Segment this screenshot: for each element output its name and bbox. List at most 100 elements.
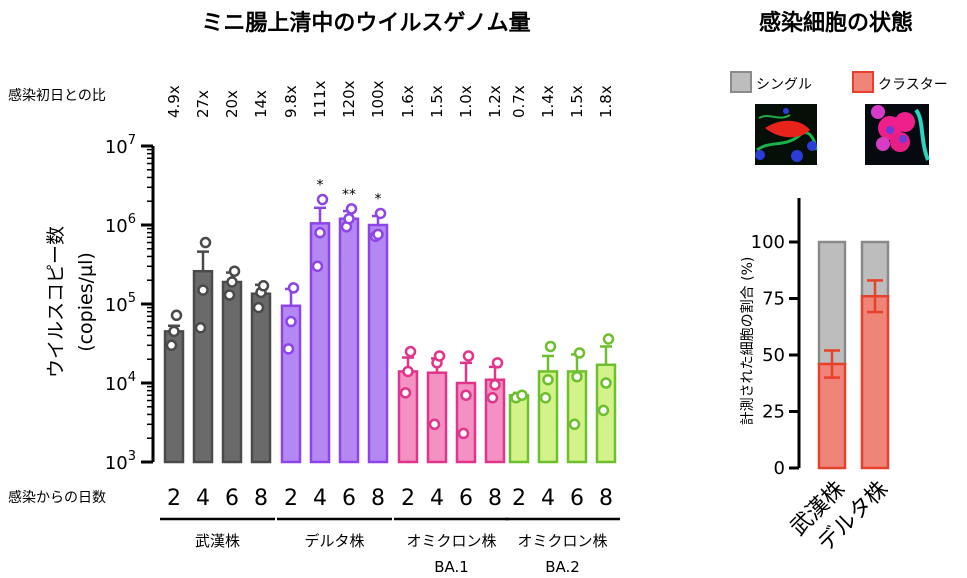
data-point (433, 350, 446, 362)
data-point (257, 280, 270, 292)
day-tick-label: 2 (284, 486, 298, 511)
bar (221, 280, 243, 464)
data-point (486, 392, 499, 404)
data-point (311, 260, 324, 273)
data-point (314, 226, 326, 239)
fold-change-label: 1.6x (399, 85, 417, 118)
fold-change-label: 1.4x (539, 85, 557, 118)
data-point (372, 228, 384, 241)
left-y-tick-label: 106 (105, 212, 136, 237)
micrograph-single (755, 104, 818, 165)
right-y-axis-title: 計測された細胞の割合 (%) (739, 257, 756, 426)
right-chart-title: 感染細胞の状態 (759, 10, 913, 36)
fold-change-label: 27x (194, 90, 212, 118)
days-label: 感染からの日数 (8, 489, 106, 506)
legend-cluster-swatch (852, 71, 874, 93)
fold-change-label: 1.5x (428, 85, 446, 118)
strain-sublabel: BA.2 (545, 558, 580, 576)
data-point (345, 203, 358, 215)
data-point (542, 373, 554, 386)
bar-single (817, 240, 847, 366)
fold-change-label: 14x (252, 90, 270, 118)
bar (397, 370, 419, 464)
legend-cluster-label: クラスター (878, 77, 948, 93)
left-y-tick-label: 103 (105, 449, 136, 474)
data-point (539, 392, 552, 404)
day-tick-label: 2 (167, 486, 181, 511)
data-point (374, 207, 387, 220)
strain-label: オミクロン株 (406, 532, 496, 550)
strain-label: デルタ株 (304, 532, 364, 550)
bar-cluster (860, 294, 890, 470)
bar (163, 330, 185, 464)
fold-change-label: 感染初日との比 (8, 87, 106, 104)
data-point (462, 350, 475, 362)
day-tick-label: 6 (459, 486, 473, 511)
day-tick-label: 4 (313, 486, 327, 511)
fold-change-label: 1.5x (568, 85, 586, 118)
data-point (571, 370, 583, 383)
data-point (197, 284, 209, 296)
fold-change-label: 1.0x (457, 85, 475, 118)
right-y-tick-label: 100 (751, 232, 785, 253)
bar (280, 304, 302, 464)
data-point (402, 365, 414, 378)
left-chart-title: ミニ腸上清中のウイルスゲノム量 (201, 10, 530, 36)
data-point (573, 347, 586, 359)
bar (338, 217, 360, 464)
bar-cluster (817, 362, 847, 470)
data-point (489, 379, 501, 391)
data-point (252, 301, 265, 314)
data-point (544, 340, 557, 353)
day-tick-label: 6 (570, 486, 584, 511)
fold-change-label: 4.9x (165, 85, 183, 118)
left-y-axis-unit: (copies/µl) (75, 252, 97, 352)
significance-mark: ** (342, 187, 356, 203)
data-point (228, 265, 241, 277)
bar (484, 378, 506, 464)
right-y-tick-label: 75 (762, 289, 785, 310)
data-point (568, 418, 581, 431)
left-bar-groups: 4.9x 2 27x 4 20x 6 14x 8 武漢株 9.8x 2 * 111x 4 ** 120x 6 * 1… (160, 80, 620, 576)
day-tick-label: 4 (196, 486, 210, 511)
bar-group: 1.6x 2 1.5x 4 1.0x 6 1.2x 8 オミクロン株 BA.1 (394, 85, 509, 576)
right-y-tick-label: 50 (762, 345, 785, 366)
bar (566, 370, 588, 464)
bar-group: 9.8x 2 * 111x 4 ** 120x 6 * 100x 8 デルタ株 (277, 80, 392, 550)
bar (192, 269, 214, 464)
data-point (168, 325, 180, 338)
fold-change-label: 111x (311, 80, 329, 118)
day-tick-label: 8 (488, 486, 502, 511)
data-point (287, 282, 300, 294)
fold-change-label: 9.8x (282, 85, 300, 118)
strain-label: オミクロン株 (517, 532, 607, 550)
micrograph-cluster (865, 104, 930, 165)
data-point (199, 236, 212, 249)
left-y-tick-label: 107 (105, 133, 136, 158)
right-y-tick-label: 0 (774, 458, 785, 479)
data-point (491, 357, 504, 369)
data-point (165, 339, 178, 352)
fold-change-label: 100x (369, 80, 387, 118)
bar (309, 222, 331, 464)
day-tick-label: 6 (342, 486, 356, 511)
left-y-axis: 103 104 105 106 107 (105, 133, 155, 474)
bar (508, 393, 530, 464)
data-point (223, 289, 236, 301)
data-point (602, 333, 615, 345)
data-point (194, 322, 207, 334)
left-y-tick-label: 105 (105, 291, 136, 316)
data-point (170, 309, 183, 322)
data-point (600, 377, 612, 389)
bar (250, 292, 272, 464)
data-point (399, 387, 412, 399)
data-point (316, 193, 329, 206)
data-point (404, 345, 417, 358)
left-y-axis-title: ウイルスコピー数 (45, 226, 67, 378)
data-point (516, 389, 528, 401)
legend-single-swatch (730, 71, 752, 93)
data-point (428, 418, 441, 431)
legend-single-label: シングル (756, 77, 812, 93)
